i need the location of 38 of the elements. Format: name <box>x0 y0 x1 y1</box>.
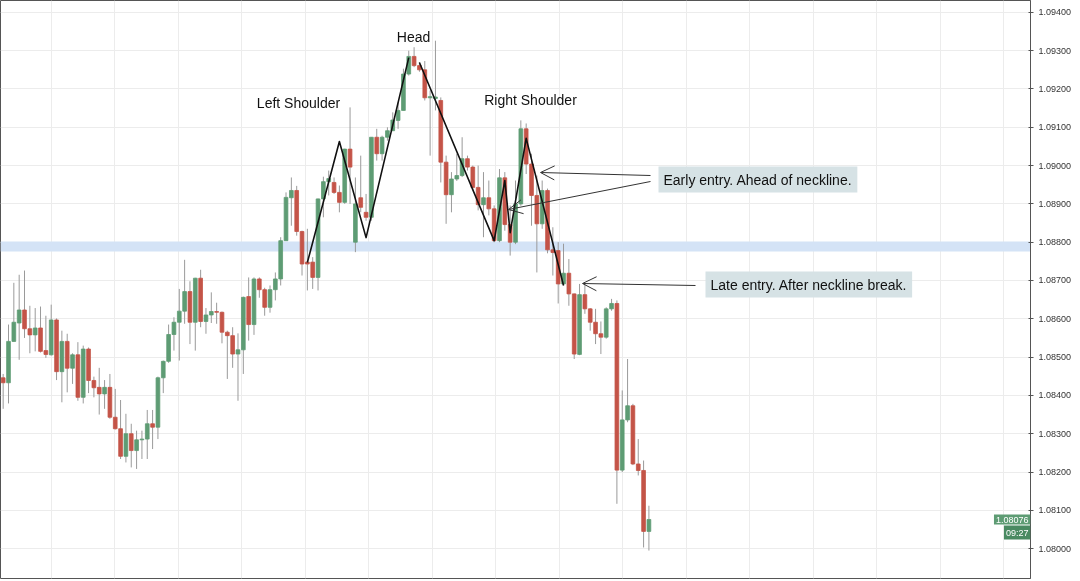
y-tick-label: 1.08000 <box>1038 543 1072 554</box>
y-tick-label: 1.08300 <box>1038 428 1072 439</box>
annotation: Early entry. Ahead of neckline. <box>663 171 852 188</box>
y-tick-label: 1.08400 <box>1038 390 1072 401</box>
annotation: Right Shoulder <box>484 91 578 108</box>
y-tick-label: 1.09000 <box>1038 160 1072 171</box>
candlestick <box>123 413 129 463</box>
candlestick <box>646 505 652 552</box>
annotation: 09:27 <box>1005 527 1029 538</box>
y-tick-label: 1.08100 <box>1038 505 1072 516</box>
candlestick <box>70 352 75 385</box>
candlestick <box>481 171 486 238</box>
y-tick-label: 1.09100 <box>1038 122 1072 133</box>
candlestick <box>102 379 107 410</box>
annotation: Late entry. After neckline break. <box>710 276 907 293</box>
y-tick-label: 1.09400 <box>1038 7 1072 18</box>
candlestick <box>347 106 353 205</box>
candlestick <box>427 90 433 157</box>
annotation: Left Shoulder <box>256 94 341 111</box>
y-tick-label: 1.09300 <box>1038 45 1072 56</box>
candlestick <box>411 46 417 68</box>
candlestick <box>433 40 438 111</box>
candlestick <box>374 128 380 162</box>
y-tick-label: 1.08600 <box>1038 313 1072 324</box>
candlestick <box>0 373 6 410</box>
y-tick-label: 1.08900 <box>1038 198 1072 209</box>
candlestick <box>150 409 155 450</box>
y-tick-label: 1.08700 <box>1038 275 1072 286</box>
y-tick-label: 1.09200 <box>1038 83 1072 94</box>
y-tick-label: 1.08800 <box>1038 237 1072 248</box>
candlestick <box>32 307 38 352</box>
candlestick <box>128 423 134 468</box>
annotation: Head <box>396 28 431 45</box>
candlestick <box>363 193 369 222</box>
annotation: 1.08076 <box>995 514 1029 525</box>
y-tick-label: 1.08200 <box>1038 467 1072 478</box>
candlestick <box>358 155 363 213</box>
y-tick-label: 1.08500 <box>1038 352 1072 363</box>
